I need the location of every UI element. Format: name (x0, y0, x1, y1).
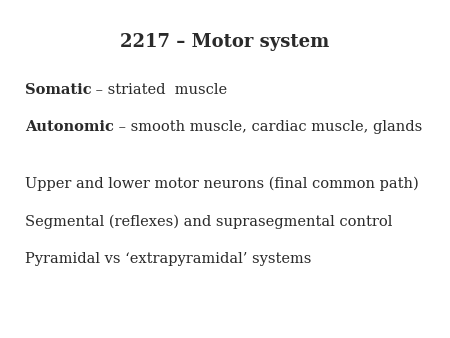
Text: Segmental (reflexes) and suprasegmental control: Segmental (reflexes) and suprasegmental … (25, 214, 392, 228)
Text: – smooth muscle, cardiac muscle, glands: – smooth muscle, cardiac muscle, glands (113, 120, 422, 134)
Text: Somatic: Somatic (25, 82, 91, 97)
Text: – striated  muscle: – striated muscle (91, 82, 228, 97)
Text: Upper and lower motor neurons (final common path): Upper and lower motor neurons (final com… (25, 177, 418, 191)
Text: Autonomic: Autonomic (25, 120, 113, 134)
Text: 2217 – Motor system: 2217 – Motor system (121, 33, 329, 51)
Text: Pyramidal vs ‘extrapyramidal’ systems: Pyramidal vs ‘extrapyramidal’ systems (25, 251, 311, 266)
